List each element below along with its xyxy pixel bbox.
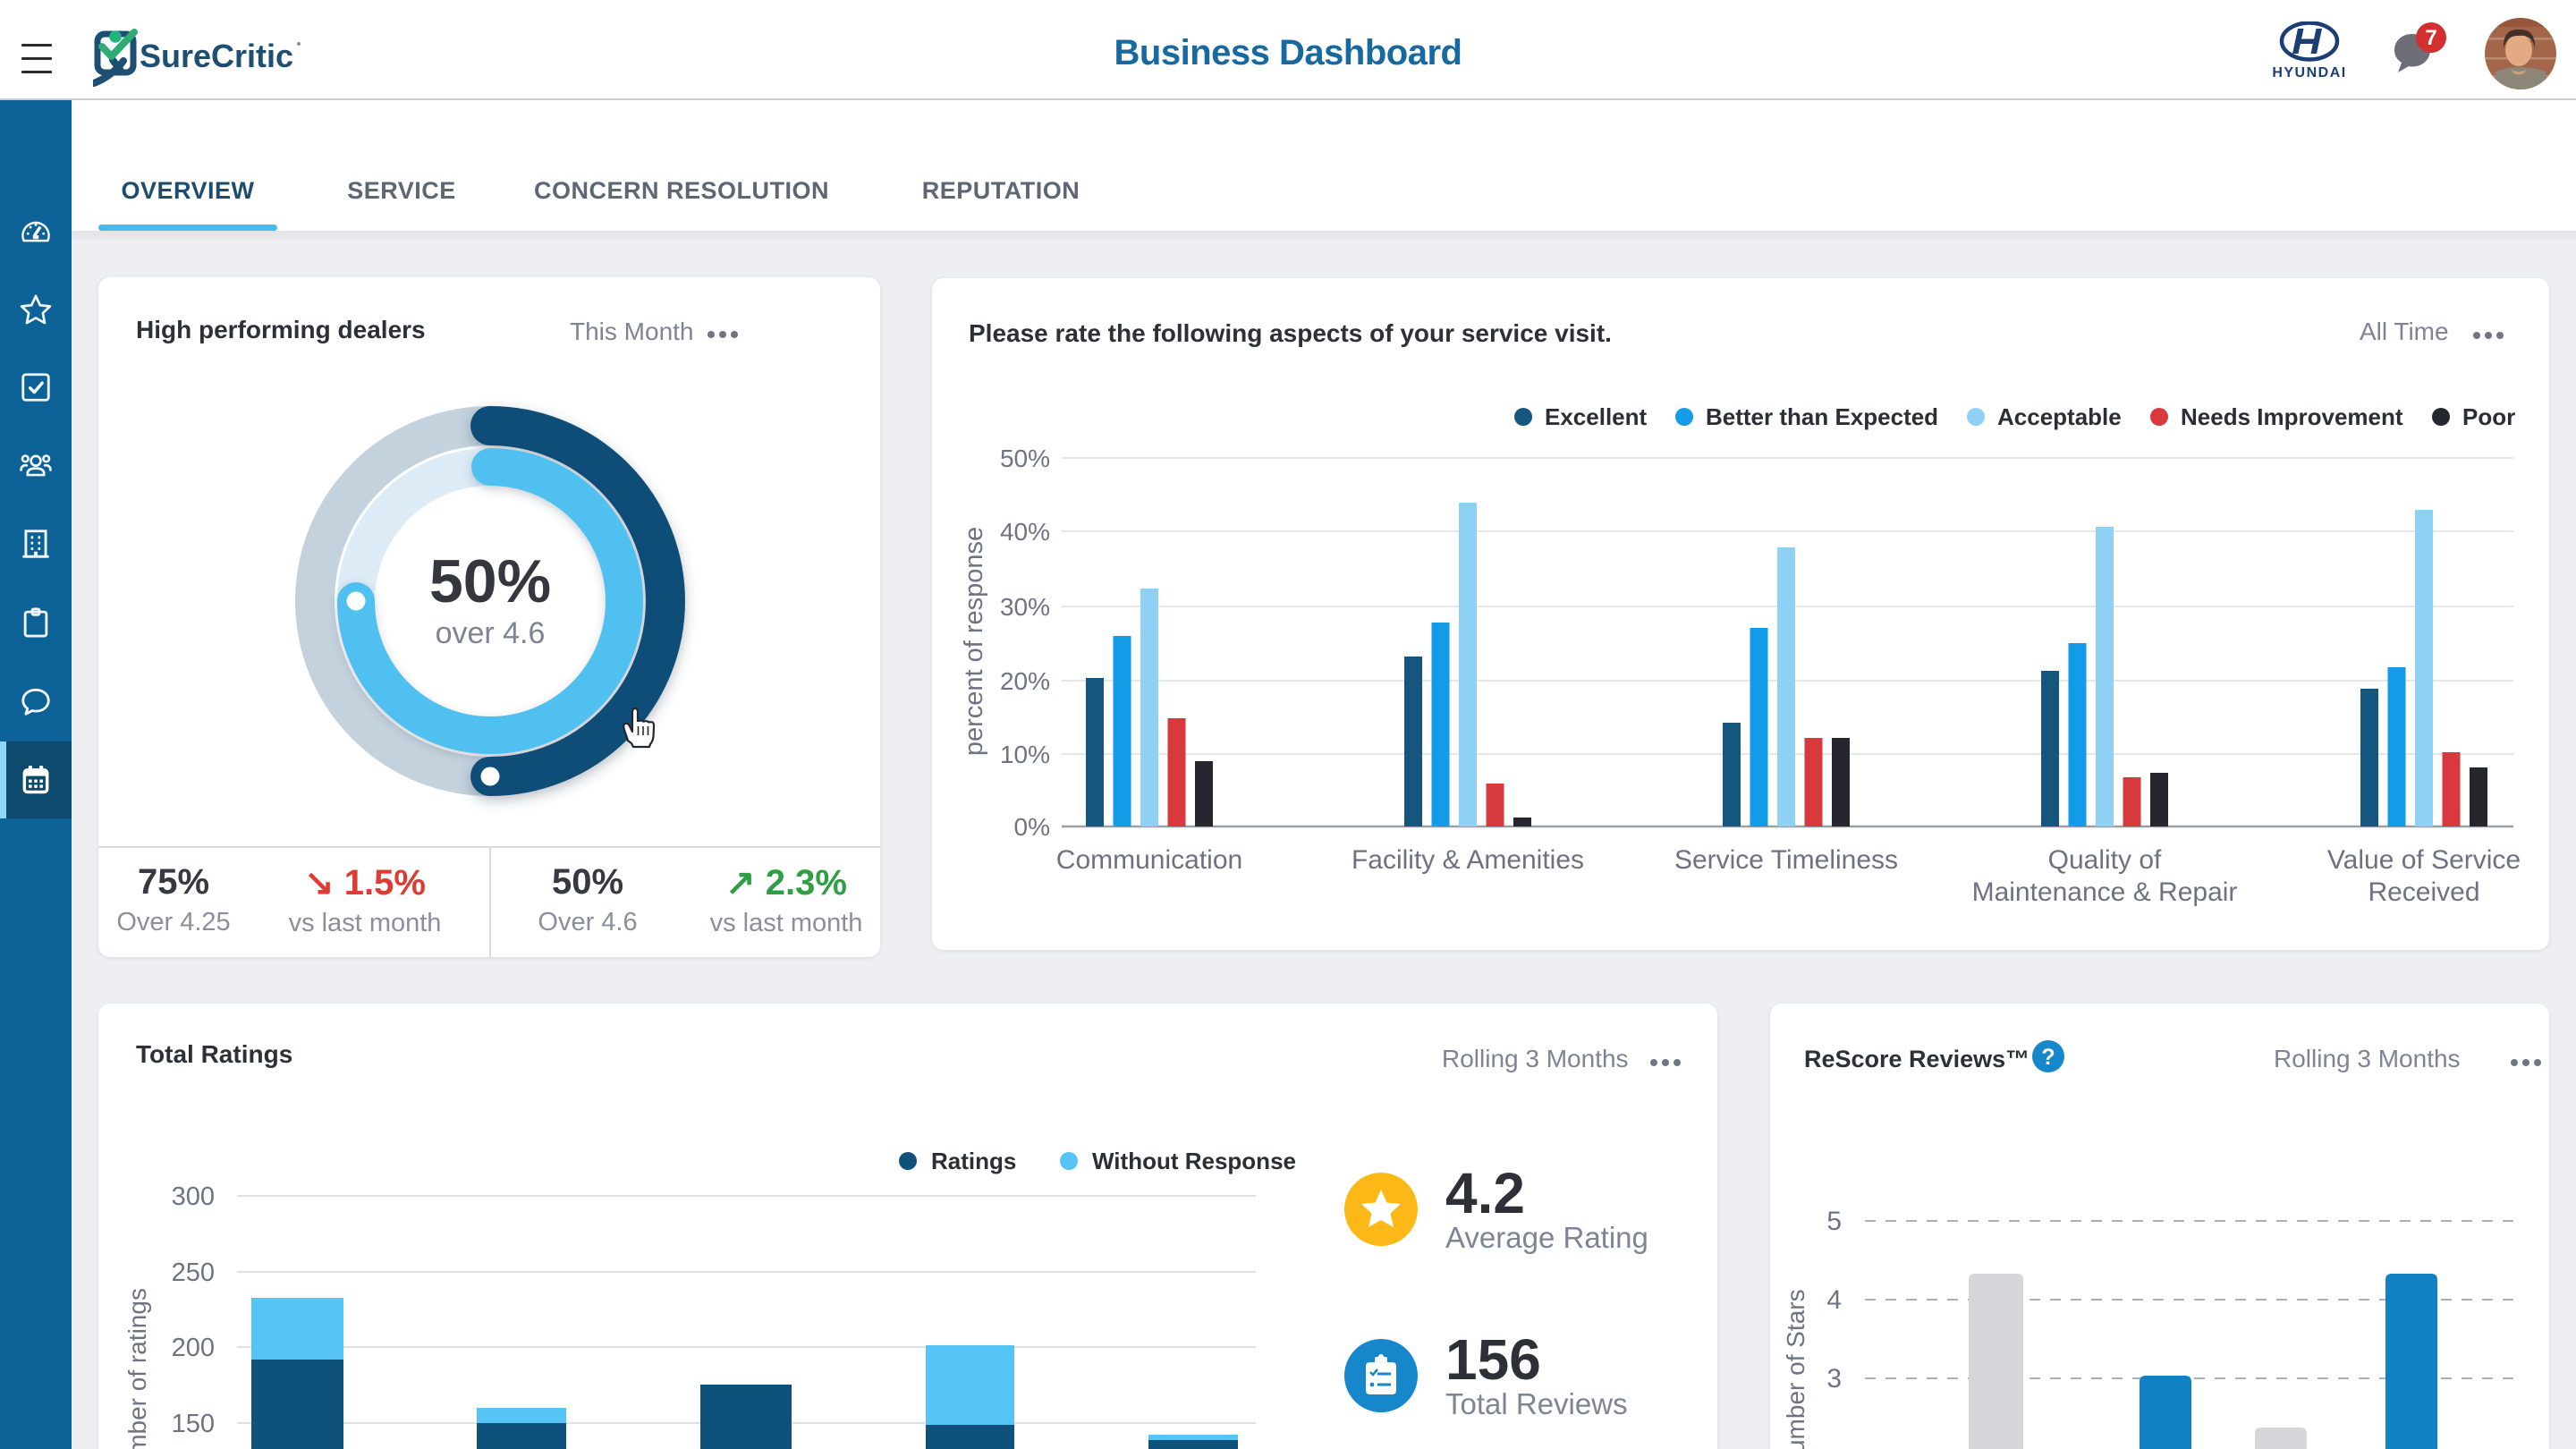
svg-text:50%: 50%: [1000, 445, 1050, 472]
svg-text:Maintenance & Repair: Maintenance & Repair: [1972, 877, 2238, 907]
svg-text:150: 150: [172, 1410, 215, 1438]
svg-text:Acceptable: Acceptable: [1997, 403, 2122, 430]
svg-text:40%: 40%: [1000, 518, 1050, 546]
svg-text:300: 300: [172, 1182, 215, 1211]
svg-text:Received: Received: [2368, 877, 2479, 907]
svg-text:Poor: Poor: [2462, 403, 2515, 430]
svg-text:200: 200: [172, 1334, 215, 1362]
svg-text:number of Stars: number of Stars: [1782, 1289, 1809, 1449]
svg-text:0%: 0%: [1014, 813, 1050, 841]
svg-text:Value of Service: Value of Service: [2327, 845, 2521, 875]
svg-text:10%: 10%: [1000, 741, 1050, 768]
svg-text:SureCritic: SureCritic: [140, 38, 293, 74]
svg-text:percent of response: percent of response: [960, 527, 988, 756]
svg-text:?: ?: [2041, 1045, 2055, 1070]
svg-text:Needs Improvement: Needs Improvement: [2181, 403, 2403, 430]
svg-text:Facility & Amenities: Facility & Amenities: [1352, 845, 1584, 875]
svg-text:Better than Expected: Better than Expected: [1706, 403, 1938, 430]
svg-text:Total Reviews: Total Reviews: [1445, 1387, 1628, 1420]
svg-text:Service Timeliness: Service Timeliness: [1674, 845, 1898, 875]
svg-text:4: 4: [1826, 1285, 1842, 1315]
svg-text:HYUNDAI: HYUNDAI: [2273, 65, 2347, 80]
svg-text:Communication: Communication: [1056, 845, 1242, 875]
svg-text:30%: 30%: [1000, 593, 1050, 621]
svg-text:Average Rating: Average Rating: [1445, 1221, 1648, 1254]
svg-text:Ratings: Ratings: [931, 1148, 1016, 1174]
svg-text:250: 250: [172, 1258, 215, 1287]
svg-text:Quality of: Quality of: [2048, 845, 2162, 875]
svg-text:20%: 20%: [1000, 667, 1050, 695]
svg-text:Without Response: Without Response: [1092, 1148, 1296, 1174]
svg-text:4.2: 4.2: [1445, 1161, 1525, 1225]
svg-text:Excellent: Excellent: [1545, 403, 1648, 430]
svg-text:number of ratings: number of ratings: [123, 1288, 151, 1449]
svg-text:3: 3: [1826, 1364, 1842, 1394]
svg-text:5: 5: [1826, 1207, 1842, 1236]
svg-text:7: 7: [2425, 26, 2436, 50]
svg-text:156: 156: [1445, 1327, 1541, 1392]
